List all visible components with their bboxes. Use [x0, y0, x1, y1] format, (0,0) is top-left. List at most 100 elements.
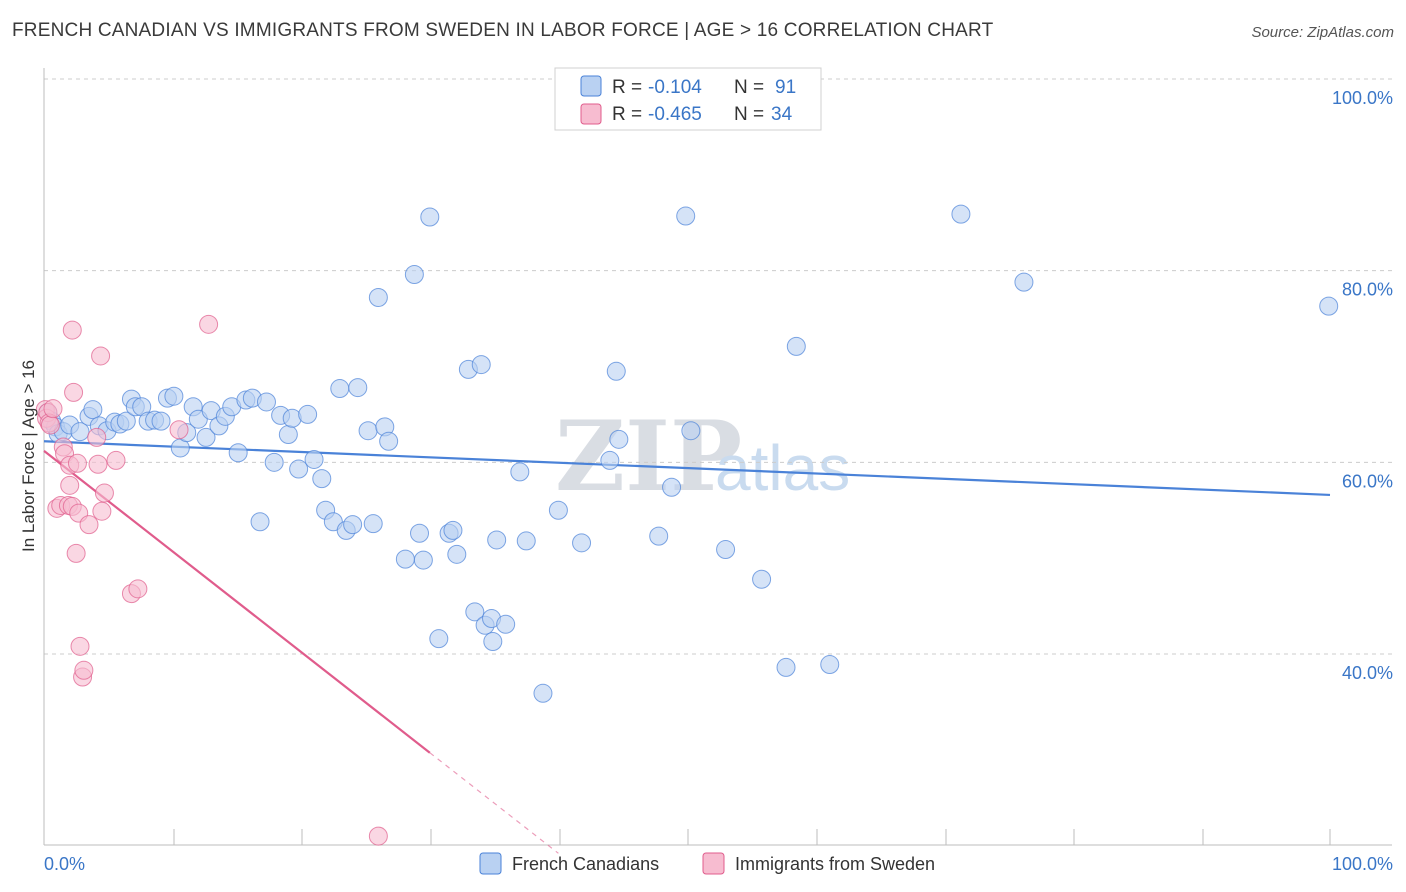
data-point — [662, 477, 682, 497]
data-point — [128, 579, 148, 599]
chart-title: FRENCH CANADIAN VS IMMIGRANTS FROM SWEDE… — [12, 20, 994, 41]
data-point — [358, 421, 378, 441]
legend-swatch-immigrants-from-sweden — [580, 103, 602, 125]
y-tick-label: 100.0% — [1332, 88, 1393, 108]
data-point — [496, 614, 516, 634]
watermark-atlas: atlas — [715, 432, 850, 504]
data-point — [298, 404, 318, 424]
data-point — [116, 411, 136, 431]
data-point — [79, 515, 99, 535]
legend-n-label-1: N = — [734, 77, 764, 98]
trend-line-french-canadians — [43, 440, 1331, 497]
series-immigrants-from-sweden — [35, 314, 388, 846]
trend-line-extension — [429, 752, 559, 854]
y-tick-labels: 100.0% 80.0% 60.0% 40.0% — [1332, 88, 1393, 683]
data-point — [278, 425, 298, 445]
data-point — [164, 386, 184, 406]
data-point — [487, 530, 507, 550]
series-french-canadians — [38, 204, 1339, 703]
data-point — [70, 636, 90, 656]
data-point — [64, 382, 84, 402]
bottom-legend-label-immigrants-from-sweden: Immigrants from Sweden — [735, 854, 935, 874]
data-point — [228, 443, 248, 463]
bottom-legend: French Canadians Immigrants from Sweden — [479, 852, 935, 875]
data-point — [752, 569, 772, 589]
x-tick-label: 100.0% — [1332, 854, 1393, 874]
data-point — [250, 512, 270, 532]
data-point — [516, 531, 536, 551]
data-point — [343, 515, 363, 535]
data-point — [88, 454, 108, 474]
data-point — [447, 544, 467, 564]
legend-r-value-1: -0.104 — [648, 77, 702, 98]
bottom-legend-label-french-canadians: French Canadians — [512, 854, 659, 874]
bottom-legend-swatch-french-canadians — [479, 852, 502, 875]
data-point — [74, 660, 94, 680]
data-point — [330, 379, 350, 399]
grid-layer — [44, 78, 1392, 655]
data-point — [169, 420, 189, 440]
legend-n-value-2: 34 — [771, 104, 793, 125]
data-point — [548, 500, 568, 520]
data-point — [199, 314, 219, 334]
data-point — [151, 411, 171, 431]
data-point — [483, 632, 503, 652]
data-point — [312, 469, 332, 489]
legend-n-value-1: 91 — [775, 77, 796, 98]
data-point — [404, 265, 424, 284]
data-point — [368, 826, 388, 846]
data-point — [379, 431, 399, 451]
data-point — [196, 427, 216, 447]
legend-r-label-1: R = — [612, 77, 642, 98]
data-point — [1319, 296, 1339, 316]
watermark-zip: ZIP — [555, 400, 742, 513]
y-axis-title: In Labor Force | Age > 16 — [19, 360, 38, 552]
data-point — [533, 683, 553, 703]
data-point — [951, 204, 971, 224]
y-tick-label: 80.0% — [1342, 280, 1393, 300]
data-point — [289, 459, 309, 479]
data-point — [83, 400, 103, 420]
x-tick-label: 0.0% — [44, 854, 85, 874]
data-point — [572, 533, 592, 553]
data-point — [91, 346, 111, 366]
data-point — [786, 336, 806, 356]
data-point — [465, 602, 485, 622]
data-point — [716, 540, 736, 560]
data-point — [609, 429, 629, 449]
data-point — [776, 657, 796, 677]
data-point — [304, 449, 324, 469]
data-point — [363, 514, 383, 534]
data-point — [67, 453, 87, 473]
data-point — [471, 355, 491, 375]
legend-r-label-2: R = — [612, 104, 642, 125]
chart-source: Source: ZipAtlas.com — [1251, 24, 1394, 41]
data-point — [62, 320, 82, 340]
data-point — [70, 422, 90, 442]
data-point — [606, 361, 626, 381]
points-layer — [35, 204, 1339, 846]
data-point — [681, 421, 701, 441]
data-point — [40, 415, 60, 435]
data-point — [429, 629, 449, 649]
data-point — [264, 452, 284, 472]
y-tick-label: 40.0% — [1342, 663, 1393, 683]
legend-r-value-2: -0.465 — [648, 104, 702, 125]
data-point — [649, 526, 669, 546]
bottom-legend-swatch-immigrants-from-sweden — [702, 852, 725, 875]
data-point — [395, 549, 415, 569]
legend-swatch-french-canadians — [580, 75, 602, 97]
axis-layer — [43, 68, 1392, 846]
data-point — [348, 378, 368, 398]
data-point — [60, 475, 80, 495]
data-point — [820, 655, 840, 675]
data-point — [94, 483, 114, 503]
data-point — [368, 288, 388, 307]
data-point — [43, 399, 63, 419]
legend-n-label-2: N = — [734, 104, 764, 125]
data-point — [443, 520, 463, 540]
data-point — [510, 462, 530, 482]
x-ticks — [173, 829, 1331, 845]
data-point — [420, 207, 440, 227]
